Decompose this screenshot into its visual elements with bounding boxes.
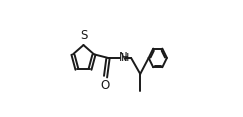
Text: S: S bbox=[80, 29, 87, 42]
Text: H: H bbox=[121, 53, 129, 63]
Text: N: N bbox=[119, 51, 128, 64]
Text: O: O bbox=[101, 79, 110, 92]
